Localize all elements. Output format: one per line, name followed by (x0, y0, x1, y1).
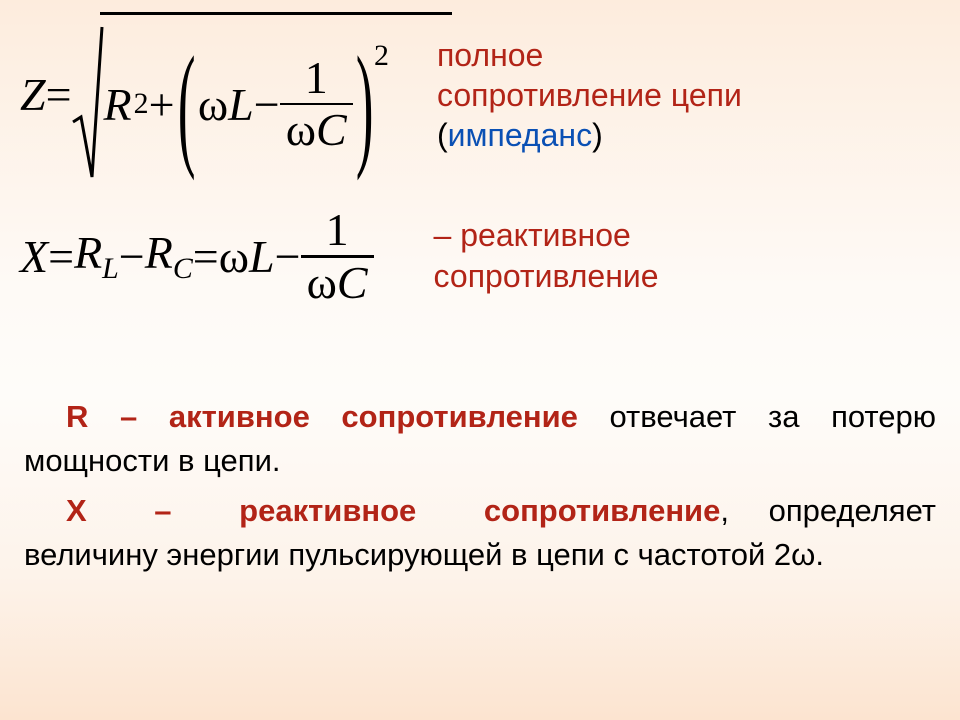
sym-L-2: L (249, 230, 275, 283)
cap2-dash: – (434, 217, 461, 253)
impedance-formula: Z = R 2 + ( ω L − 1 ωC (20, 12, 397, 177)
sym-eq-2b: = (193, 230, 219, 283)
frac-den: ωC (280, 105, 353, 155)
sym-omega-2: ω (219, 230, 249, 283)
body-text: R – активное сопротивление отвечает за п… (24, 395, 936, 583)
sym-minus-2a: − (119, 230, 145, 283)
lparen-icon: ( (177, 25, 195, 184)
sym-eq: = (46, 68, 72, 121)
sym-omega: ω (198, 78, 228, 131)
paren-open: ( (437, 117, 448, 153)
paragraph-X: X – реактивное сопротивление, определяет… (24, 489, 936, 577)
sym-RC: RC (145, 226, 193, 286)
sub-C: C (173, 252, 193, 285)
cap1-line1: полное (437, 35, 742, 75)
cap1-line3: (импеданс) (437, 115, 742, 155)
sym-C-den: C (316, 104, 347, 155)
sym-omega-den: ω (286, 104, 316, 155)
outer-exp: 2 (374, 39, 389, 73)
lead-R: R – активное сопротивление (66, 399, 578, 434)
formula-row-impedance: Z = R 2 + ( ω L − 1 ωC (20, 12, 940, 177)
sym-R-C: R (145, 227, 173, 278)
frac-1-over-wC-2: 1 ωC (301, 205, 374, 308)
frac2-den: ωC (301, 258, 374, 308)
paragraph-R: R – активное сопротивление отвечает за п… (24, 395, 936, 483)
sym-minus-2b: − (275, 230, 301, 283)
sqrt-bar (100, 12, 452, 15)
reactance-caption: – реактивное сопротивление (434, 215, 659, 298)
rparen-icon: ) (356, 25, 374, 184)
frac-num: 1 (299, 53, 334, 103)
sym-X: X (20, 230, 48, 283)
sym-R: R (104, 78, 132, 131)
sqrt-icon (72, 27, 102, 177)
sqrt-group: R 2 + ( ω L − 1 ωC ) 2 (72, 12, 397, 177)
impedance-caption: полное сопротивление цепи (импеданс) (437, 35, 742, 155)
sym-C-2-den: C (337, 257, 368, 308)
sym-plus: + (149, 78, 175, 131)
cap2-word1: реактивное (460, 217, 631, 253)
formula-row-reactance: X = RL − RC = ω L − 1 ωC – реактивное со… (20, 205, 940, 308)
sub-L: L (102, 252, 119, 285)
sym-R-L: R (74, 227, 102, 278)
reactance-formula: X = RL − RC = ω L − 1 ωC (20, 205, 374, 308)
paren-close: ) (592, 117, 603, 153)
impedance-word: импеданс (448, 117, 592, 153)
sym-R-exp: 2 (134, 87, 149, 121)
sym-RL: RL (74, 226, 119, 286)
frac2-num: 1 (320, 205, 355, 255)
cap2-line1: – реактивное (434, 215, 659, 257)
sym-minus: − (254, 78, 280, 131)
sym-eq-2a: = (48, 230, 74, 283)
sqrt-content: R 2 + ( ω L − 1 ωC ) 2 (100, 49, 397, 156)
cap2-line2: сопротивление (434, 256, 659, 298)
sym-Z: Z (20, 68, 46, 121)
sym-omega-2-den: ω (307, 257, 337, 308)
sym-L: L (228, 78, 254, 131)
frac-1-over-wC: 1 ωC (280, 53, 353, 156)
lead-X: X – реактивное сопротивление (66, 493, 720, 528)
cap1-line2: сопротивление цепи (437, 75, 742, 115)
